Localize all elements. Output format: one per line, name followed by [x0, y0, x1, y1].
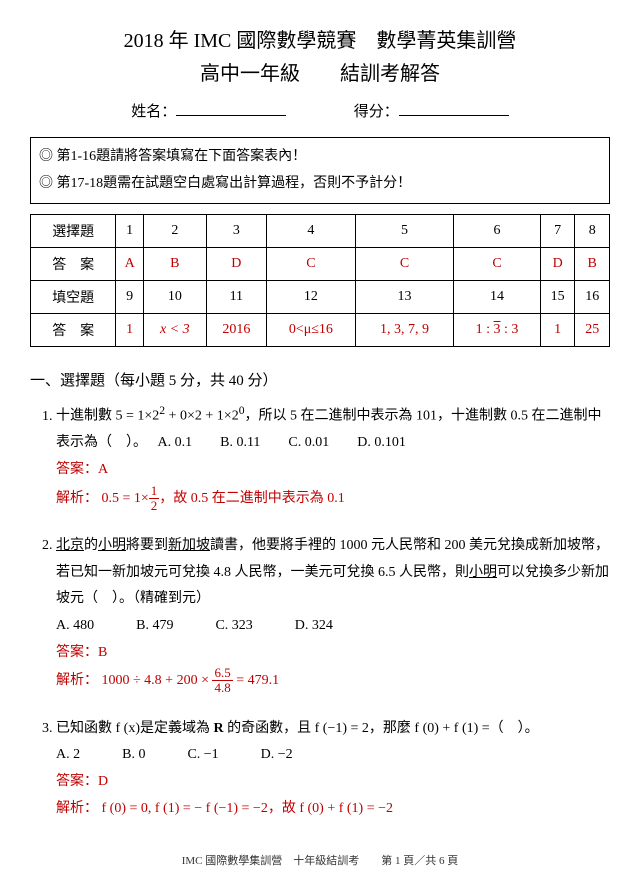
table-cell: 13	[355, 281, 453, 314]
table-cell: D	[206, 248, 266, 281]
instruction-1: 第1-16題請將答案填寫在下面答案表內！	[57, 149, 307, 164]
q1-answer: 答案：A	[56, 462, 108, 477]
table-cell: 16	[575, 281, 610, 314]
table-row: 答 案 1 x < 3 2016 0<μ≤16 1, 3, 7, 9 1 : 3…	[31, 314, 610, 347]
q3-solution: 解析： f (0) = 0, f (1) = − f (−1) = −2，故 f…	[56, 801, 393, 816]
table-row: 填空題 9 10 11 12 13 14 15 16	[31, 281, 610, 314]
question-list: 十進制數 5 = 1×22 + 0×2 + 1×20，所以 5 在二進制中表示為…	[30, 400, 610, 822]
table-cell: 1	[116, 314, 143, 347]
table-cell: B	[143, 248, 206, 281]
q2-options: A. 480 B. 479 C. 323 D. 324	[56, 618, 333, 633]
row-label: 答 案	[31, 248, 116, 281]
table-cell: 1	[116, 215, 143, 248]
question-1: 十進制數 5 = 1×22 + 0×2 + 1×20，所以 5 在二進制中表示為…	[56, 400, 610, 513]
table-cell: 15	[540, 281, 575, 314]
page-footer: IMC 國際數學集訓營 十年級結訓考 第 1 頁／共 6 頁	[30, 852, 610, 868]
q1-options: A. 0.1 B. 0.11 C. 0.01 D. 0.101	[158, 435, 406, 450]
bullet-icon: ◎	[39, 149, 53, 164]
table-cell: 14	[454, 281, 541, 314]
name-score-line: 姓名： 得分：	[30, 100, 610, 121]
table-cell: 9	[116, 281, 143, 314]
table-cell: 10	[143, 281, 206, 314]
table-cell: D	[540, 248, 575, 281]
page-title-1: 2018 年 IMC 國際數學競賽 數學菁英集訓營	[30, 24, 610, 53]
table-cell: 5	[355, 215, 453, 248]
bold: R	[214, 721, 224, 736]
table-cell: B	[575, 248, 610, 281]
underline: 北京	[56, 538, 84, 553]
table-cell: 12	[266, 281, 355, 314]
table-cell: x < 3	[143, 314, 206, 347]
fraction: 6.54.8	[212, 666, 232, 696]
question-2: 北京的小明將要到新加坡讀書，他要將手裡的 1000 元人民幣和 200 美元兌換…	[56, 533, 610, 696]
answer-table: 選擇題 1 2 3 4 5 6 7 8 答 案 A B D C C C D B …	[30, 214, 610, 347]
table-cell: 8	[575, 215, 610, 248]
table-cell: 2016	[206, 314, 266, 347]
instruction-box: ◎ 第1-16題請將答案填寫在下面答案表內！ ◎ 第17-18題需在試題空白處寫…	[30, 137, 610, 204]
name-label: 姓名：	[131, 104, 176, 120]
table-cell: 25	[575, 314, 610, 347]
table-cell: 11	[206, 281, 266, 314]
q1-solution: 解析： 0.5 = 1×12，故 0.5 在二進制中表示為 0.1	[56, 491, 345, 506]
table-cell: C	[355, 248, 453, 281]
row-label: 填空題	[31, 281, 116, 314]
table-cell: C	[266, 248, 355, 281]
q2-answer: 答案：B	[56, 645, 107, 660]
score-blank	[399, 101, 509, 116]
table-cell: 7	[540, 215, 575, 248]
bullet-icon: ◎	[39, 176, 53, 191]
fraction: 12	[149, 484, 160, 514]
table-cell: 3	[206, 215, 266, 248]
q3-options: A. 2 B. 0 C. −1 D. −2	[56, 747, 293, 762]
underline: 小明	[98, 538, 126, 553]
question-3: 已知函數 f (x)是定義域為 R 的奇函數，且 f (−1) = 2，那麼 f…	[56, 716, 610, 822]
table-cell: A	[116, 248, 143, 281]
q1-text: 十進制數 5 = 1×2	[56, 409, 159, 424]
table-cell: C	[454, 248, 541, 281]
table-cell: 0<μ≤16	[266, 314, 355, 347]
table-cell: 1	[540, 314, 575, 347]
table-row: 選擇題 1 2 3 4 5 6 7 8	[31, 215, 610, 248]
table-row: 答 案 A B D C C C D B	[31, 248, 610, 281]
page-title-2: 高中一年級 結訓考解答	[30, 57, 610, 86]
table-cell: 4	[266, 215, 355, 248]
name-blank	[176, 101, 286, 116]
table-cell: 2	[143, 215, 206, 248]
table-cell: 1 : 3 : 3	[454, 314, 541, 347]
q3-answer: 答案：D	[56, 774, 108, 789]
instruction-2: 第17-18題需在試題空白處寫出計算過程，否則不予計分！	[57, 176, 412, 191]
table-cell: 1, 3, 7, 9	[355, 314, 453, 347]
q2-solution: 解析： 1000 ÷ 4.8 + 200 × 6.54.8 = 479.1	[56, 673, 279, 688]
row-label: 選擇題	[31, 215, 116, 248]
section-heading: 一、選擇題（每小題 5 分，共 40 分）	[30, 369, 610, 390]
row-label: 答 案	[31, 314, 116, 347]
underline: 小明	[469, 565, 497, 580]
underline: 新加坡	[168, 538, 210, 553]
table-cell: 6	[454, 215, 541, 248]
score-label: 得分：	[354, 104, 399, 120]
